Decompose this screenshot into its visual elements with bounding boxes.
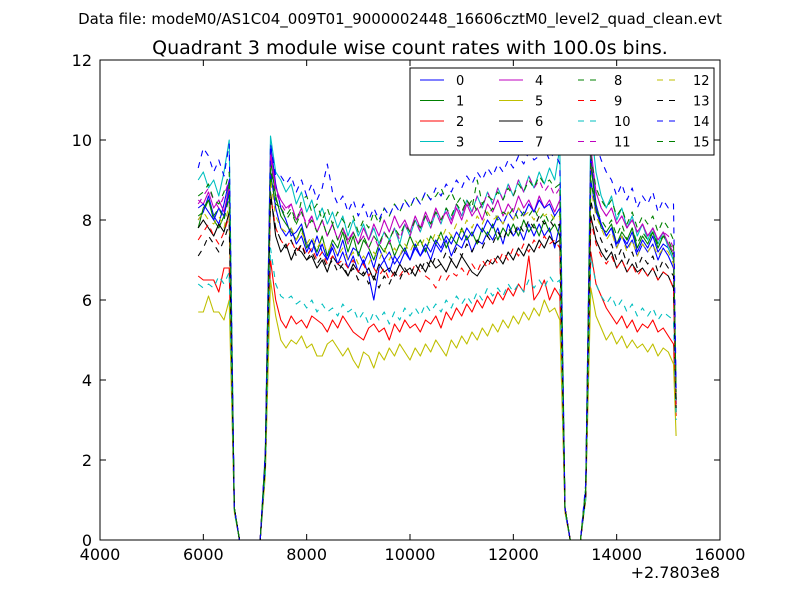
x-tick-label: 10000: [385, 545, 436, 564]
plot-area: 4000 6000 8000 10000 12000 14000 1600002468101…: [72, 51, 746, 564]
y-tick-label: 6: [82, 291, 92, 310]
series-line-5: [198, 279, 677, 540]
x-tick-label: 14000: [591, 545, 642, 564]
series-line-13: [197, 195, 677, 540]
series-line-8: [197, 175, 677, 540]
legend-box: [409, 67, 715, 156]
y-tick-label: 4: [82, 371, 92, 390]
x-tick-label: 12000: [488, 545, 539, 564]
legend-label-11: 11: [614, 136, 631, 151]
legend-label-2: 2: [456, 115, 464, 130]
legend-label-12: 12: [693, 74, 710, 89]
y-tick-label: 10: [72, 131, 92, 150]
legend-label-0: 0: [456, 74, 464, 89]
series-line-4: [197, 147, 677, 540]
series-line-6: [197, 191, 677, 540]
legend-label-15: 15: [693, 136, 710, 151]
series-line-12: [197, 179, 677, 540]
legend-label-10: 10: [614, 115, 631, 130]
legend-label-8: 8: [614, 74, 622, 89]
legend-label-7: 7: [535, 136, 543, 151]
axes-frame: [99, 59, 721, 541]
x-tick-label: 8000: [286, 545, 327, 564]
data-file-label: Data file: modeM0/AS1C04_009T01_90000024…: [78, 10, 722, 29]
legend-label-6: 6: [535, 115, 543, 130]
series-layer: [197, 123, 677, 540]
chart-title: Quadrant 3 module wise count rates with …: [152, 37, 668, 59]
legend-label-3: 3: [456, 136, 464, 151]
x-offset-label: +2.7803e8: [631, 563, 720, 582]
legend-label-5: 5: [535, 95, 543, 110]
series-line-11: [197, 155, 677, 540]
x-tick-label: 4000: [80, 545, 121, 564]
series-line-7: [197, 171, 677, 540]
series-line-15: [197, 155, 677, 540]
legend-label-14: 14: [693, 115, 710, 130]
y-tick-label: 0: [82, 531, 92, 550]
x-tick-label: 16000: [695, 545, 746, 564]
legend-label-4: 4: [535, 74, 543, 89]
series-line-10: [197, 247, 677, 540]
legend-label-13: 13: [693, 95, 710, 110]
y-tick-label: 8: [82, 211, 92, 230]
y-tick-label: 2: [82, 451, 92, 470]
legend-label-9: 9: [614, 95, 622, 110]
x-tick-label: 6000: [183, 545, 224, 564]
ticks-layer: 4000 6000 8000 10000 12000 14000 1600002468101…: [72, 51, 746, 564]
y-tick-label: 12: [72, 51, 92, 70]
legend-label-1: 1: [456, 95, 464, 110]
